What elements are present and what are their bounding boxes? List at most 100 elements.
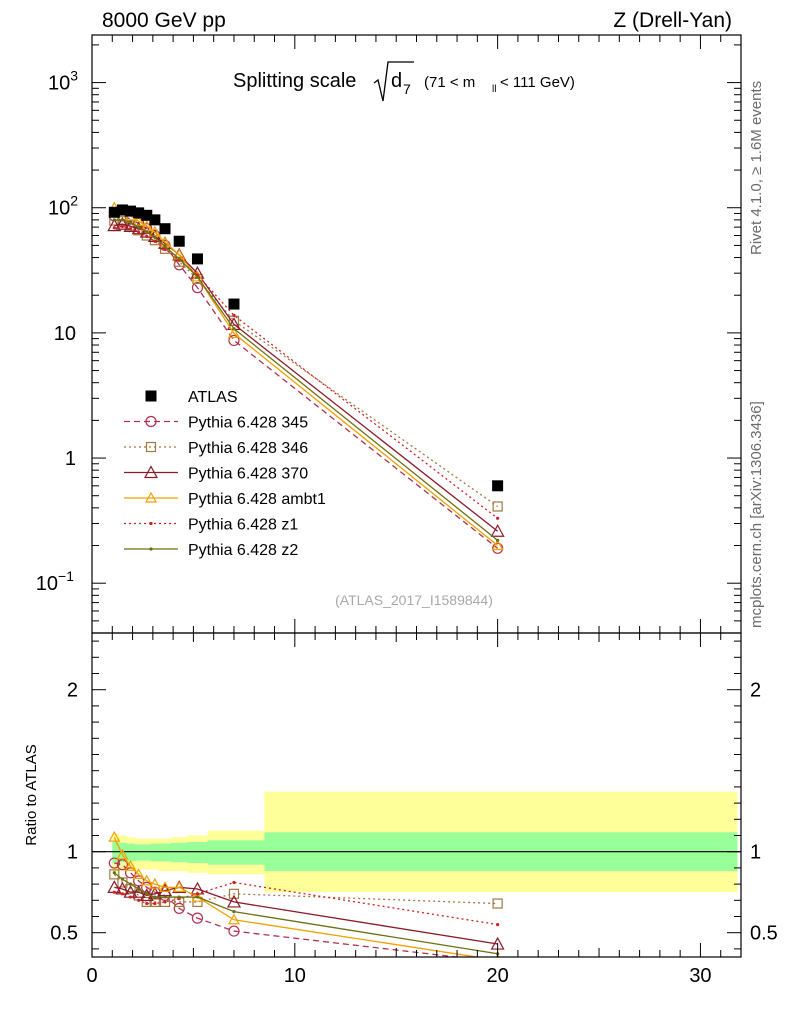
data-point: [120, 224, 125, 228]
title-cut-sub: ll: [492, 84, 496, 95]
ratio-point: [492, 898, 503, 909]
legend-entry: Pythia 6.428 345: [124, 415, 308, 432]
title-subscript: 7: [403, 81, 411, 97]
ratio-point: [191, 912, 204, 924]
ratio-point: [112, 871, 116, 875]
legend-label: Pythia 6.428 ambt1: [188, 491, 326, 508]
data-point: [232, 313, 236, 317]
analysis-id: (ATLAS_2017_I1589844): [335, 592, 493, 608]
ratio-point: [120, 892, 125, 896]
data-point: [174, 256, 185, 267]
y-tick-label: 1: [65, 448, 76, 470]
legend-marker: [149, 547, 153, 551]
legend-marker: [144, 491, 158, 503]
legend-entry: Pythia 6.428 ambt1: [124, 491, 326, 508]
ratio-bands: [92, 791, 741, 893]
legend-marker: [143, 465, 159, 479]
stat-uncertainty-band: [171, 842, 188, 863]
legend-entry: ATLAS: [145, 389, 238, 406]
data-point: [492, 480, 504, 492]
x-tick-label: 30: [689, 965, 711, 987]
ratio-line: [113, 873, 498, 905]
ratio-point: [128, 895, 133, 899]
data-point: [137, 225, 141, 229]
data-point: [153, 239, 157, 243]
title-cut-suffix: < 111 GeV): [500, 74, 575, 91]
series-line: [114, 214, 499, 549]
y-tick-label: 102: [48, 193, 78, 220]
plot-title: Splitting scale d 7 (71 < m ll < 111 GeV…: [233, 61, 575, 102]
ratio-point: [137, 887, 141, 891]
main-series: [107, 201, 505, 554]
data-point: [177, 257, 181, 261]
ratio-series: [107, 830, 505, 957]
ratio-point: [108, 830, 121, 842]
y-tick-label: 103: [48, 68, 78, 95]
y-tick-label: 10−1: [36, 568, 74, 595]
ratio-point: [232, 910, 236, 914]
data-point: [140, 220, 153, 231]
data-point: [227, 327, 240, 339]
data-point: [125, 205, 137, 217]
series-line: [114, 219, 498, 508]
data-point: [145, 234, 149, 239]
ratio-point: [141, 896, 152, 908]
ratio-point: [148, 877, 161, 889]
sqrt-sign-icon: [373, 61, 414, 102]
data-point: [163, 244, 167, 249]
ratio-point: [124, 860, 137, 871]
data-point: [141, 209, 153, 221]
stat-uncertainty-band: [207, 840, 265, 865]
legend-label: Pythia 6.428 z2: [188, 542, 298, 559]
ratio-point: [228, 925, 240, 937]
series-line: [114, 223, 499, 532]
ratio-point: [116, 848, 129, 860]
legend-marker: [145, 441, 157, 453]
data-point: [191, 253, 203, 265]
data-point: [149, 214, 161, 226]
data-point: [173, 235, 185, 247]
ratio-point: [163, 900, 167, 904]
ratio-point: [158, 881, 172, 892]
mcplots-label: mcplots.cern.ch [arXiv:1306.3436]: [748, 401, 765, 628]
data-point: [228, 334, 240, 347]
title-symbol: d: [391, 70, 402, 92]
ratio-point: [145, 892, 149, 896]
ratio-point: [496, 923, 500, 927]
ratio-point: [116, 859, 129, 871]
ratio-point: [195, 892, 200, 896]
ratio-point: [232, 880, 236, 885]
ratio-point: [108, 857, 120, 869]
title-cut-prefix: (71 < m: [424, 74, 475, 91]
data-point: [232, 327, 236, 331]
stat-uncertainty-band: [118, 842, 127, 863]
ratio-point: [173, 902, 185, 915]
title-main: Splitting scale: [233, 70, 356, 92]
legend-marker: [149, 521, 153, 526]
ratio-y-tick-label: 2: [67, 680, 78, 702]
ratio-y-tick-label: 1: [67, 842, 78, 864]
ratio-line: [113, 836, 481, 957]
legend: ATLAS Pythia 6.428 345 Pythia 6.428 346 Pyt…: [124, 389, 326, 559]
legend-label: Pythia 6.428 345: [188, 415, 308, 432]
stat-uncertainty-band: [134, 844, 144, 861]
legend-entry: Pythia 6.428 346: [124, 440, 308, 457]
data-point: [153, 235, 157, 239]
y-tick-label: 10: [54, 323, 76, 345]
stat-uncertainty-band: [112, 841, 119, 864]
header-left: 8000 GeV pp: [102, 9, 226, 32]
legend-entry: Pythia 6.428 370: [124, 465, 308, 483]
ratio-y-tick-label-right: 1: [750, 842, 761, 864]
series-pythia-6-428-370: [107, 216, 505, 537]
data-point: [191, 270, 204, 282]
data-point: [492, 501, 503, 512]
data-point: [490, 524, 505, 537]
data-point: [228, 298, 240, 310]
ratio-point: [132, 868, 145, 879]
data-point: [123, 219, 138, 232]
legend-entry: Pythia 6.428 z2: [124, 542, 298, 559]
ratio-point: [137, 898, 141, 902]
ratio-point: [177, 895, 181, 899]
stat-uncertainty-band: [150, 843, 160, 862]
ratio-point: [195, 895, 200, 899]
